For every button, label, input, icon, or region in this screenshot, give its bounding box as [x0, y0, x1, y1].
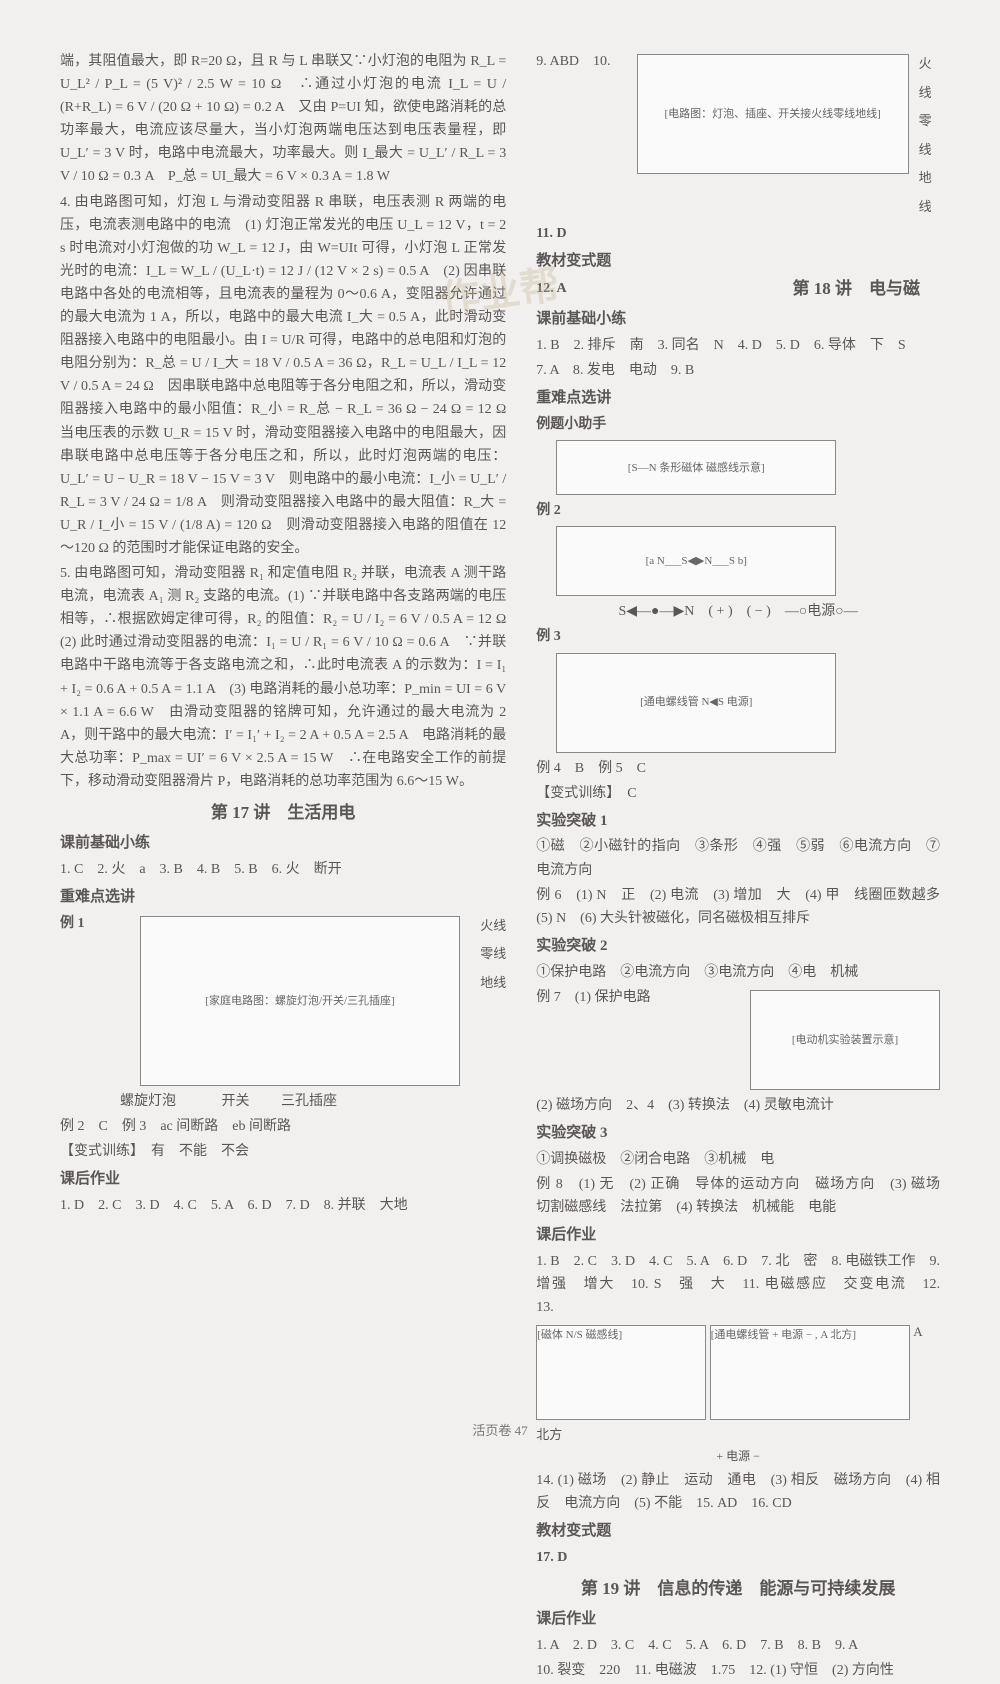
homework-title-r: 课后作业 [536, 1223, 940, 1248]
electromagnet-diagram: [通电螺线管 N◀S 电源] [556, 653, 836, 753]
experiment-2-ex7b: (2) 磁场方向 2、4 (3) 转换法 (4) 灵敏电流计 [536, 1094, 940, 1117]
lesson-19-title: 第 19 讲 信息的传递 能源与可持续发展 [536, 1575, 940, 1603]
variant-training-right: 【变式训练】 C [536, 782, 940, 805]
page-footer: 活页卷 47 [0, 1420, 1000, 1441]
homework-title-19: 课后作业 [536, 1607, 940, 1632]
magnet-ab-diagram: [a N___S◀▶N___S b] [556, 526, 836, 596]
example-3-label-r: 例 3 [536, 625, 940, 648]
experiment-3-title: 实验突破 3 [536, 1121, 940, 1146]
pre-practice-title: 课前基础小练 [60, 831, 506, 856]
wire-ground-r: 地线 [919, 164, 940, 221]
bulb-label: 螺旋灯泡 [120, 1094, 176, 1109]
q9-q10-label: 9. ABD 10. [536, 50, 627, 73]
hard-points-title: 重难点选讲 [60, 885, 506, 910]
experiment-1-answers: ①磁 ②小磁针的指向 ③条形 ④强 ⑤弱 ⑥电流方向 ⑦电流方向 [536, 835, 940, 881]
q13-caption: + 电源 − [536, 1447, 940, 1467]
variant-training-left: 【变式训练】 有 不能 不会 [60, 1140, 506, 1163]
experiment-3-ex8: 例 8 (1) 无 (2) 正确 导体的运动方向 磁场方向 (3) 磁场 切割磁… [536, 1173, 940, 1219]
example-4-5-line: 例 4 B 例 5 C [536, 757, 940, 780]
q12-diagram: [磁体 N/S 磁感线] [536, 1325, 706, 1420]
homework-r-line1: 1. B 2. C 3. D 4. C 5. A 6. D 7. 北 密 8. … [536, 1250, 940, 1319]
pre-practice-answers: 1. C 2. 火 a 3. B 4. B 5. B 6. 火 断开 [60, 858, 506, 881]
q17-answer: 17. D [536, 1546, 940, 1569]
magnet-sn-diagram: [S—N 条形磁体 磁感线示意] [556, 440, 836, 495]
wire-labels-right: 火线 零线 地线 [919, 50, 940, 222]
material-variant-title-2: 教材变式题 [536, 1519, 940, 1544]
pre-practice-title-r: 课前基础小练 [536, 307, 940, 332]
wire-ground-label: 地线 [480, 969, 506, 998]
experiment-2-answers: ①保护电路 ②电流方向 ③电流方向 ④电 机械 [536, 961, 940, 984]
diagram-part-labels: 螺旋灯泡 开关 三孔插座 [60, 1090, 506, 1113]
experiment-3-answers: ①调换磁极 ②闭合电路 ③机械 电 [536, 1148, 940, 1171]
q13-diagram: [通电螺线管 + 电源 − , A 北方] [710, 1325, 910, 1420]
q12-answer: 12. A [536, 277, 566, 300]
wire-neutral-r: 零线 [919, 107, 940, 164]
homework-r-line14: 14. (1) 磁场 (2) 静止 运动 通电 (3) 相反 磁场方向 (4) … [536, 1469, 940, 1515]
switch-label: 开关 [222, 1094, 250, 1109]
motor-device-diagram: [电动机实验装置示意] [750, 990, 940, 1090]
q11-answer: 11. D [536, 222, 940, 245]
example-helper-label: 例题小助手 [536, 413, 940, 436]
solution-para-1: 端，其阻值最大，即 R=20 Ω，且 R 与 L 串联又∵小灯泡的电阻为 R_L… [60, 50, 506, 189]
lesson-18-title: 第 18 讲 电与磁 [793, 275, 921, 303]
homework-title-left: 课后作业 [60, 1167, 506, 1192]
socket-label: 三孔插座 [281, 1094, 337, 1109]
homework-19-line1: 1. A 2. D 3. C 4. C 5. A 6. D 7. B 8. B … [536, 1634, 940, 1657]
top-circuit-diagram: [电路图：灯泡、插座、开关接火线零线地线] [637, 54, 909, 174]
pre-practice-r-line1: 1. B 2. 排斥 南 3. 同名 N 4. D 5. D 6. 导体 下 S [536, 334, 940, 357]
material-variant-title: 教材变式题 [536, 249, 940, 274]
homework-19-line2: 10. 裂变 220 11. 电磁波 1.75 12. (1) 守恒 (2) 方… [536, 1659, 940, 1682]
example-2-label-r: 例 2 [536, 499, 940, 522]
experiment-2-title: 实验突破 2 [536, 934, 940, 959]
example-2-3-line: 例 2 C 例 3 ac 间断路 eb 间断路 [60, 1115, 506, 1138]
solution-para-3: 5. 由电路图可知，滑动变阻器 R₁ 和定值电阻 R₂ 并联，电流表 A 测干路… [60, 562, 506, 793]
experiment-1-ex6: 例 6 (1) N 正 (2) 电流 (3) 增加 大 (4) 甲 线圈匝数越多… [536, 884, 940, 930]
example-1-label: 例 1 [60, 912, 100, 935]
solution-para-2: 4. 由电路图可知，灯泡 L 与滑动变阻器 R 串联，电压表测 R 两端的电压，… [60, 191, 506, 561]
wire-live-r: 火线 [919, 50, 940, 107]
homework-answers-left: 1. D 2. C 3. D 4. C 5. A 6. D 7. D 8. 并联… [60, 1194, 506, 1217]
example-2-caption: S◀—●—▶N ( + ) ( − ) —○电源○— [536, 600, 940, 623]
experiment-1-title: 实验突破 1 [536, 809, 940, 834]
pre-practice-r-line2: 7. A 8. 发电 电动 9. B [536, 359, 940, 382]
wire-labels-left: 火线 零线 地线 [480, 912, 506, 998]
home-circuit-diagram: [家庭电路图：螺旋灯泡/开关/三孔插座] [140, 916, 460, 1086]
hard-points-title-r: 重难点选讲 [536, 386, 940, 411]
lesson-17-title: 第 17 讲 生活用电 [60, 799, 506, 827]
wire-live-label: 火线 [480, 912, 506, 941]
wire-neutral-label: 零线 [480, 940, 506, 969]
